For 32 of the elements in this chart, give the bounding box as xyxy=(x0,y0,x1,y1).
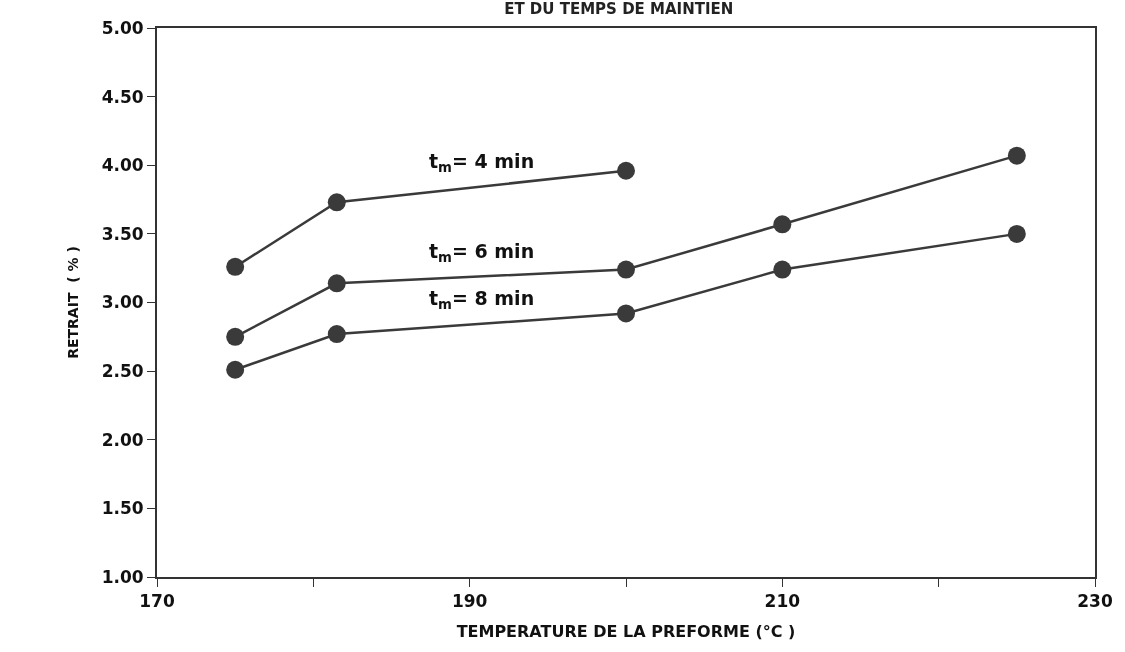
y-tick-label: 3.00 xyxy=(101,292,144,313)
y-tick-label: 4.00 xyxy=(101,155,144,176)
point xyxy=(226,257,245,276)
point xyxy=(773,215,792,234)
y-tick-label: 2.50 xyxy=(101,361,144,382)
x-tick-label: 210 xyxy=(764,591,801,612)
point xyxy=(617,260,635,279)
y-tick-label: 2.00 xyxy=(101,429,144,450)
y-tick-label: 1.00 xyxy=(101,566,144,587)
point xyxy=(226,360,245,379)
x-tick-label: 190 xyxy=(451,591,488,612)
series-label: t$_{m}$= 6 min xyxy=(429,240,535,265)
y-tick-label: 3.50 xyxy=(101,223,144,244)
y-tick-label: 5.00 xyxy=(101,17,144,38)
point xyxy=(327,193,346,212)
point xyxy=(773,260,792,279)
y-tick-label: 1.50 xyxy=(101,498,144,519)
chart-title: ET DU TEMPS DE MAINTIEN xyxy=(504,0,734,18)
y-axis-title: RETRAIT ( % ) xyxy=(64,246,81,359)
x-tick-label: 170 xyxy=(139,591,175,612)
series-label: t$_{m}$= 4 min xyxy=(429,150,535,175)
series-label: t$_{m}$= 8 min xyxy=(429,287,535,312)
x-axis-title: TEMPERATURE DE LA PREFORME (°C ) xyxy=(456,621,796,641)
point xyxy=(327,325,346,344)
point xyxy=(1007,146,1026,165)
point xyxy=(226,327,245,346)
point xyxy=(1007,224,1026,243)
point xyxy=(617,161,635,180)
point xyxy=(617,304,635,323)
x-tick-label: 230 xyxy=(1077,591,1113,612)
y-tick-label: 4.50 xyxy=(101,86,144,107)
point xyxy=(327,274,346,293)
